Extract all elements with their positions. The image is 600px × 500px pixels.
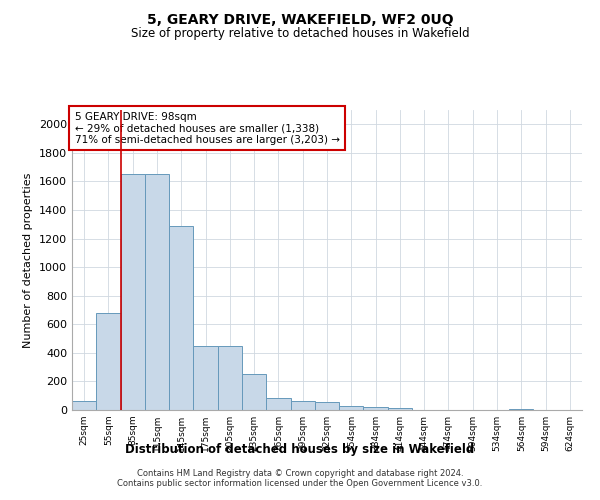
Bar — [290, 402, 315, 410]
Bar — [266, 398, 290, 410]
Bar — [218, 346, 242, 410]
Text: 5 GEARY DRIVE: 98sqm
← 29% of detached houses are smaller (1,338)
71% of semi-de: 5 GEARY DRIVE: 98sqm ← 29% of detached h… — [74, 112, 340, 144]
Bar — [96, 313, 121, 410]
Text: Distribution of detached houses by size in Wakefield: Distribution of detached houses by size … — [125, 442, 475, 456]
Bar — [169, 226, 193, 410]
Bar — [72, 400, 96, 410]
Bar — [339, 406, 364, 410]
Y-axis label: Number of detached properties: Number of detached properties — [23, 172, 34, 348]
Bar — [121, 174, 145, 410]
Bar — [315, 402, 339, 410]
Bar — [242, 374, 266, 410]
Text: Contains public sector information licensed under the Open Government Licence v3: Contains public sector information licen… — [118, 478, 482, 488]
Bar — [388, 408, 412, 410]
Bar — [145, 174, 169, 410]
Text: 5, GEARY DRIVE, WAKEFIELD, WF2 0UQ: 5, GEARY DRIVE, WAKEFIELD, WF2 0UQ — [146, 12, 454, 26]
Bar — [364, 407, 388, 410]
Text: Contains HM Land Registry data © Crown copyright and database right 2024.: Contains HM Land Registry data © Crown c… — [137, 468, 463, 477]
Bar — [193, 346, 218, 410]
Bar — [509, 408, 533, 410]
Text: Size of property relative to detached houses in Wakefield: Size of property relative to detached ho… — [131, 28, 469, 40]
